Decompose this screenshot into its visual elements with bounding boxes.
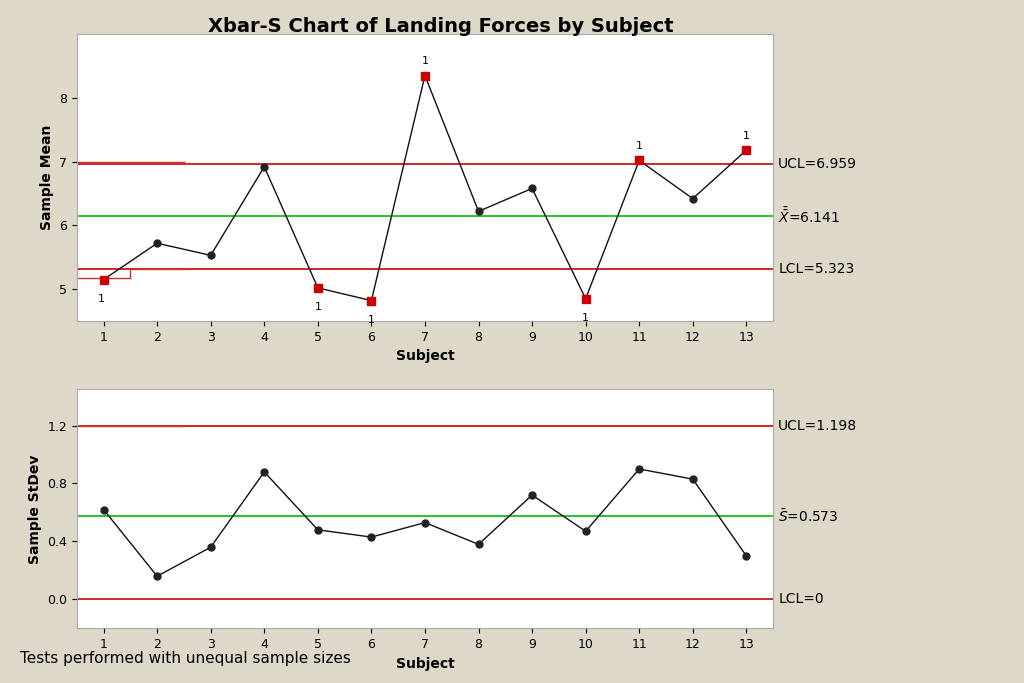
Text: UCL=6.959: UCL=6.959 [778, 157, 857, 171]
Y-axis label: Sample Mean: Sample Mean [40, 125, 53, 230]
Text: $\bar{\bar{X}}$=6.141: $\bar{\bar{X}}$=6.141 [778, 206, 841, 226]
Text: 1: 1 [97, 294, 104, 304]
X-axis label: Subject: Subject [395, 349, 455, 363]
Text: Xbar-S Chart of Landing Forces by Subject: Xbar-S Chart of Landing Forces by Subjec… [208, 17, 673, 36]
Text: LCL=0: LCL=0 [778, 592, 824, 607]
Text: Tests performed with unequal sample sizes: Tests performed with unequal sample size… [20, 651, 351, 666]
X-axis label: Subject: Subject [395, 656, 455, 671]
Text: 1: 1 [422, 56, 428, 66]
Text: 1: 1 [368, 315, 375, 324]
Text: UCL=1.198: UCL=1.198 [778, 419, 857, 433]
Text: 1: 1 [636, 141, 643, 151]
Text: LCL=5.323: LCL=5.323 [778, 262, 854, 275]
Text: 1: 1 [742, 130, 750, 141]
Y-axis label: Sample StDev: Sample StDev [28, 454, 42, 563]
Text: 1: 1 [314, 302, 322, 312]
Text: 1: 1 [583, 313, 589, 323]
Text: $\bar{S}$=0.573: $\bar{S}$=0.573 [778, 508, 839, 525]
